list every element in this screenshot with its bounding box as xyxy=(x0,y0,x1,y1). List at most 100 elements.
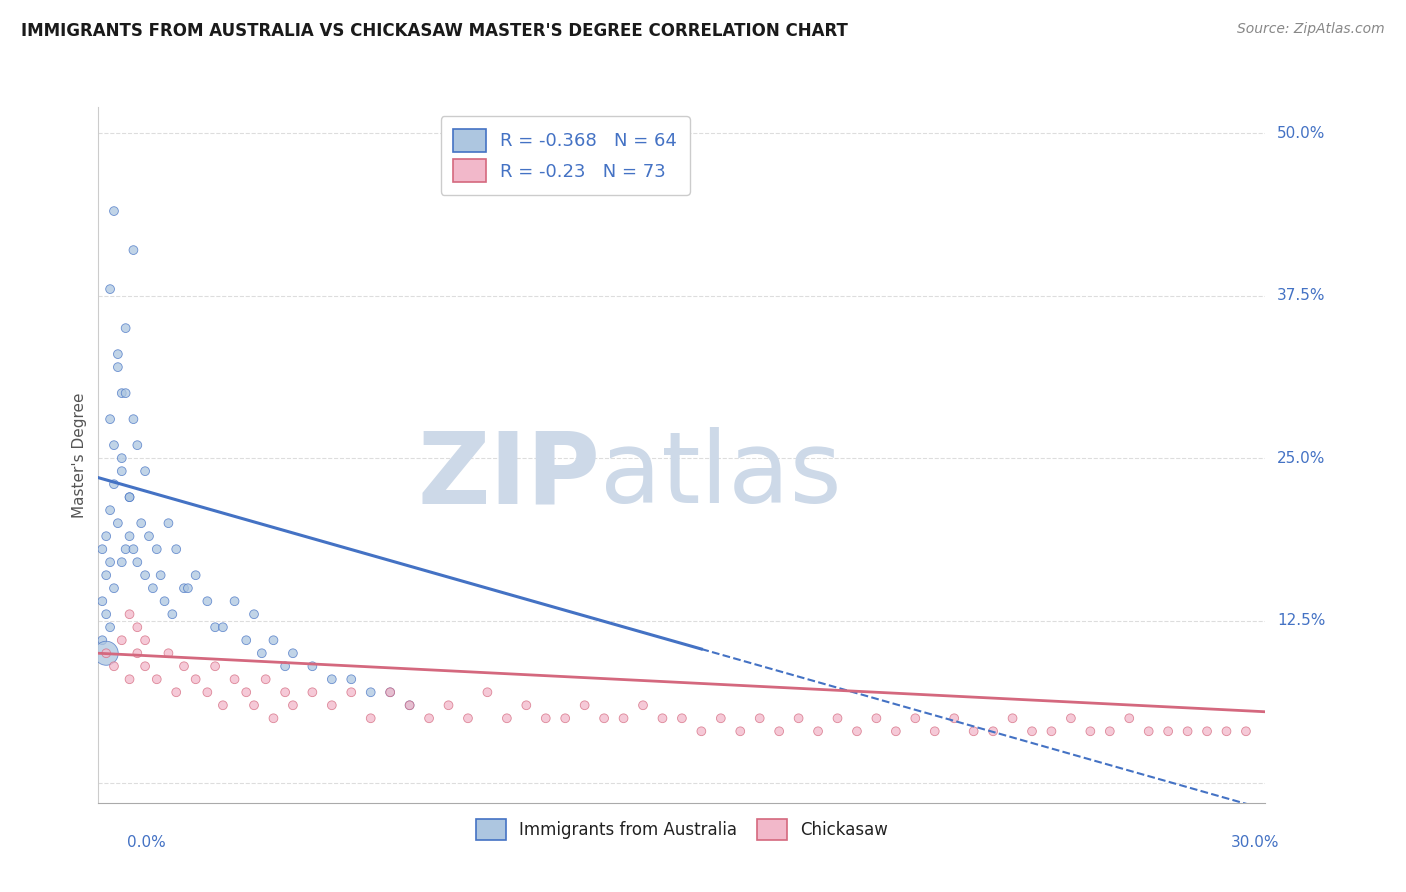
Point xyxy=(613,711,636,725)
Point xyxy=(281,698,304,713)
Point xyxy=(107,360,129,375)
Point xyxy=(515,698,537,713)
Point xyxy=(118,607,141,622)
Point xyxy=(1040,724,1063,739)
Point xyxy=(274,685,297,699)
Point xyxy=(157,646,180,660)
Point xyxy=(91,542,114,557)
Point xyxy=(398,698,420,713)
Point xyxy=(301,685,323,699)
Point xyxy=(340,672,363,686)
Point xyxy=(224,672,246,686)
Point xyxy=(142,581,165,595)
Text: 12.5%: 12.5% xyxy=(1277,613,1326,628)
Text: 37.5%: 37.5% xyxy=(1277,288,1326,303)
Point xyxy=(243,698,266,713)
Point xyxy=(114,386,136,401)
Point xyxy=(162,607,184,622)
Point xyxy=(1157,724,1180,739)
Point xyxy=(1001,711,1024,725)
Point xyxy=(118,529,141,543)
Point xyxy=(184,568,207,582)
Point xyxy=(496,711,519,725)
Point xyxy=(96,646,118,660)
Point xyxy=(96,568,118,582)
Point xyxy=(129,516,152,531)
Point xyxy=(212,698,235,713)
Point xyxy=(224,594,246,608)
Text: ZIP: ZIP xyxy=(418,427,600,524)
Point xyxy=(184,672,207,686)
Point xyxy=(122,243,145,257)
Point xyxy=(477,685,499,699)
Point xyxy=(195,594,218,608)
Point xyxy=(340,685,363,699)
Point xyxy=(127,620,149,634)
Point xyxy=(165,685,187,699)
Point xyxy=(281,646,304,660)
Point xyxy=(96,529,118,543)
Point xyxy=(651,711,673,725)
Point xyxy=(710,711,733,725)
Text: 50.0%: 50.0% xyxy=(1277,126,1326,141)
Point xyxy=(204,659,226,673)
Text: IMMIGRANTS FROM AUSTRALIA VS CHICKASAW MASTER'S DEGREE CORRELATION CHART: IMMIGRANTS FROM AUSTRALIA VS CHICKASAW M… xyxy=(21,22,848,40)
Point xyxy=(103,204,125,219)
Point xyxy=(118,672,141,686)
Point xyxy=(574,698,596,713)
Point xyxy=(730,724,752,739)
Point xyxy=(398,698,420,713)
Point xyxy=(138,529,160,543)
Text: atlas: atlas xyxy=(600,427,842,524)
Point xyxy=(943,711,966,725)
Point xyxy=(1195,724,1218,739)
Point xyxy=(768,724,790,739)
Point xyxy=(690,724,713,739)
Legend: Immigrants from Australia, Chickasaw: Immigrants from Australia, Chickasaw xyxy=(470,812,894,847)
Point xyxy=(671,711,693,725)
Point xyxy=(146,542,169,557)
Point xyxy=(91,633,114,648)
Point xyxy=(103,438,125,452)
Point xyxy=(107,516,129,531)
Point xyxy=(235,685,257,699)
Point xyxy=(554,711,576,725)
Point xyxy=(111,633,134,648)
Point xyxy=(91,594,114,608)
Text: 30.0%: 30.0% xyxy=(1232,836,1279,850)
Point xyxy=(924,724,946,739)
Point xyxy=(1118,711,1140,725)
Point xyxy=(122,412,145,426)
Point xyxy=(177,581,200,595)
Point xyxy=(98,620,121,634)
Point xyxy=(380,685,402,699)
Point xyxy=(981,724,1004,739)
Point xyxy=(1021,724,1043,739)
Point xyxy=(1080,724,1102,739)
Point xyxy=(846,724,869,739)
Point xyxy=(301,659,323,673)
Point xyxy=(631,698,654,713)
Point xyxy=(96,646,118,660)
Point xyxy=(437,698,460,713)
Point xyxy=(1098,724,1121,739)
Point xyxy=(127,555,149,569)
Point xyxy=(593,711,616,725)
Point xyxy=(127,438,149,452)
Point xyxy=(134,464,156,478)
Point xyxy=(118,490,141,504)
Point xyxy=(98,555,121,569)
Point xyxy=(534,711,557,725)
Point xyxy=(748,711,770,725)
Point xyxy=(212,620,235,634)
Point xyxy=(254,672,277,686)
Text: Source: ZipAtlas.com: Source: ZipAtlas.com xyxy=(1237,22,1385,37)
Point xyxy=(114,321,136,335)
Point xyxy=(134,568,156,582)
Point xyxy=(262,633,284,648)
Point xyxy=(195,685,218,699)
Point xyxy=(807,724,830,739)
Point xyxy=(153,594,176,608)
Point xyxy=(98,503,121,517)
Text: 25.0%: 25.0% xyxy=(1277,450,1326,466)
